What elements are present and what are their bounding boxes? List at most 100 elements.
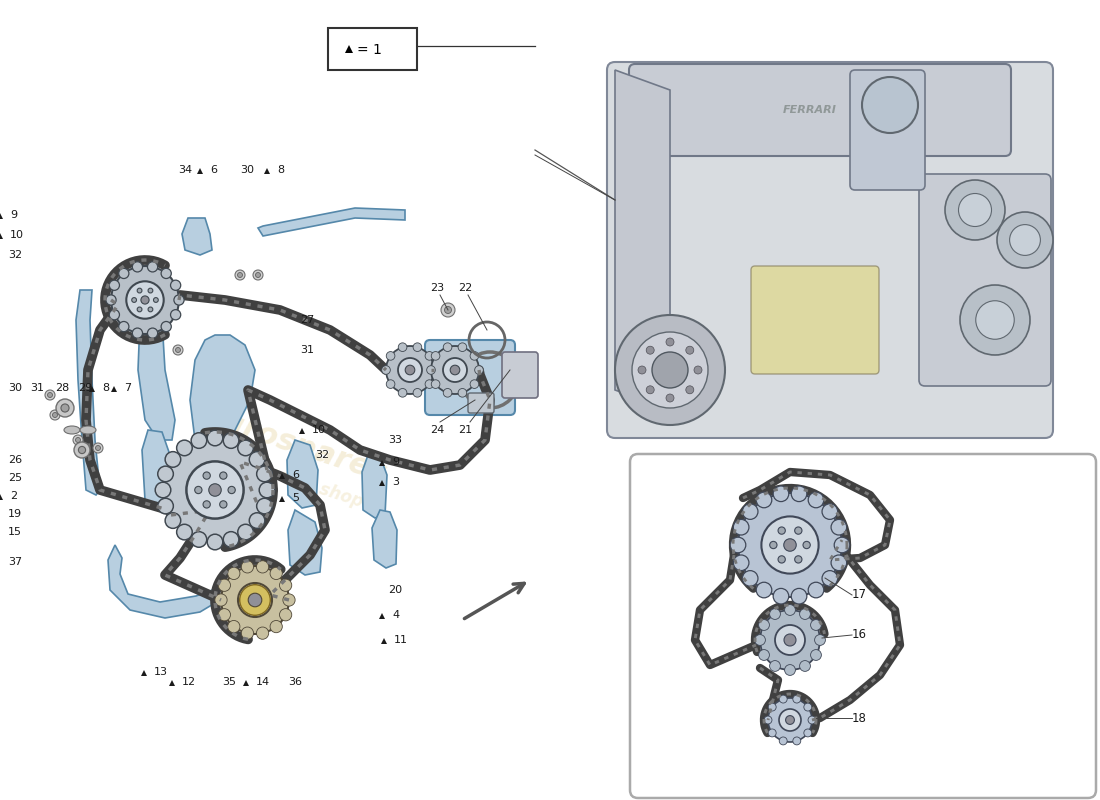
Circle shape <box>191 433 207 448</box>
Circle shape <box>256 561 268 573</box>
Text: 37: 37 <box>8 557 22 567</box>
Text: europarts shop: europarts shop <box>224 450 365 510</box>
Circle shape <box>425 380 433 389</box>
Circle shape <box>53 413 57 418</box>
Circle shape <box>204 501 210 508</box>
Text: 24: 24 <box>430 425 444 435</box>
Circle shape <box>738 493 842 597</box>
Circle shape <box>204 472 210 479</box>
Circle shape <box>165 452 180 467</box>
Circle shape <box>832 519 847 535</box>
Polygon shape <box>372 510 397 568</box>
Text: 6: 6 <box>292 470 299 480</box>
Circle shape <box>279 579 292 591</box>
Circle shape <box>414 343 421 351</box>
Circle shape <box>646 386 654 394</box>
Circle shape <box>784 538 796 551</box>
Text: = 1: = 1 <box>358 43 382 57</box>
Polygon shape <box>287 440 318 508</box>
Circle shape <box>808 716 816 724</box>
Circle shape <box>249 594 262 606</box>
Circle shape <box>173 345 183 355</box>
Circle shape <box>78 446 86 454</box>
Circle shape <box>632 332 708 408</box>
Circle shape <box>126 282 164 318</box>
Circle shape <box>458 343 466 351</box>
Circle shape <box>764 716 772 724</box>
Circle shape <box>646 346 654 354</box>
Circle shape <box>157 498 174 514</box>
Circle shape <box>431 380 440 389</box>
Circle shape <box>800 661 811 671</box>
Circle shape <box>997 212 1053 268</box>
Circle shape <box>177 440 192 456</box>
Text: 5: 5 <box>292 493 299 503</box>
Circle shape <box>241 561 254 573</box>
Text: 16: 16 <box>852 629 867 642</box>
Circle shape <box>759 619 769 630</box>
Circle shape <box>161 322 172 332</box>
Circle shape <box>768 698 812 742</box>
Circle shape <box>138 307 142 312</box>
Text: 6: 6 <box>210 165 217 175</box>
Circle shape <box>386 380 395 389</box>
Circle shape <box>443 358 468 382</box>
Circle shape <box>755 634 766 646</box>
Circle shape <box>815 634 825 646</box>
FancyBboxPatch shape <box>607 62 1053 438</box>
Circle shape <box>794 556 802 563</box>
Text: 34: 34 <box>178 165 192 175</box>
Circle shape <box>119 268 129 278</box>
Circle shape <box>976 301 1014 339</box>
Circle shape <box>811 619 822 630</box>
Text: 10: 10 <box>10 230 24 240</box>
Circle shape <box>386 351 395 360</box>
Circle shape <box>1010 225 1041 255</box>
Text: eurospares: eurospares <box>199 402 392 489</box>
Text: 21: 21 <box>458 425 472 435</box>
Circle shape <box>47 393 53 398</box>
Text: FERRARI: FERRARI <box>783 105 837 115</box>
Text: 11: 11 <box>394 635 408 645</box>
Circle shape <box>804 703 812 711</box>
Polygon shape <box>76 290 100 495</box>
Circle shape <box>685 386 694 394</box>
Circle shape <box>803 542 811 549</box>
Circle shape <box>398 343 407 351</box>
Circle shape <box>228 486 235 494</box>
Circle shape <box>250 452 265 467</box>
Circle shape <box>475 366 483 374</box>
Circle shape <box>165 513 180 528</box>
Circle shape <box>778 556 785 563</box>
Text: 27: 27 <box>300 315 315 325</box>
Polygon shape <box>288 510 322 575</box>
Circle shape <box>804 729 812 737</box>
Text: 30: 30 <box>8 383 22 393</box>
Circle shape <box>235 270 245 280</box>
Circle shape <box>132 262 143 272</box>
FancyBboxPatch shape <box>425 340 515 415</box>
Circle shape <box>441 303 455 317</box>
Circle shape <box>271 621 283 633</box>
FancyBboxPatch shape <box>502 352 538 398</box>
Circle shape <box>834 538 850 553</box>
Circle shape <box>793 737 801 745</box>
Circle shape <box>60 404 69 412</box>
Circle shape <box>431 351 440 360</box>
Circle shape <box>221 566 289 634</box>
Circle shape <box>742 504 758 519</box>
Circle shape <box>443 343 452 351</box>
Circle shape <box>458 389 466 397</box>
Text: 13: 13 <box>154 667 168 677</box>
Circle shape <box>228 567 240 579</box>
Circle shape <box>109 280 120 290</box>
Circle shape <box>405 365 415 374</box>
Circle shape <box>822 570 837 586</box>
Polygon shape <box>615 70 670 410</box>
Circle shape <box>163 438 267 542</box>
Circle shape <box>730 538 746 553</box>
Text: 9: 9 <box>10 210 18 220</box>
Circle shape <box>794 527 802 534</box>
Circle shape <box>791 486 806 502</box>
Circle shape <box>96 446 100 450</box>
